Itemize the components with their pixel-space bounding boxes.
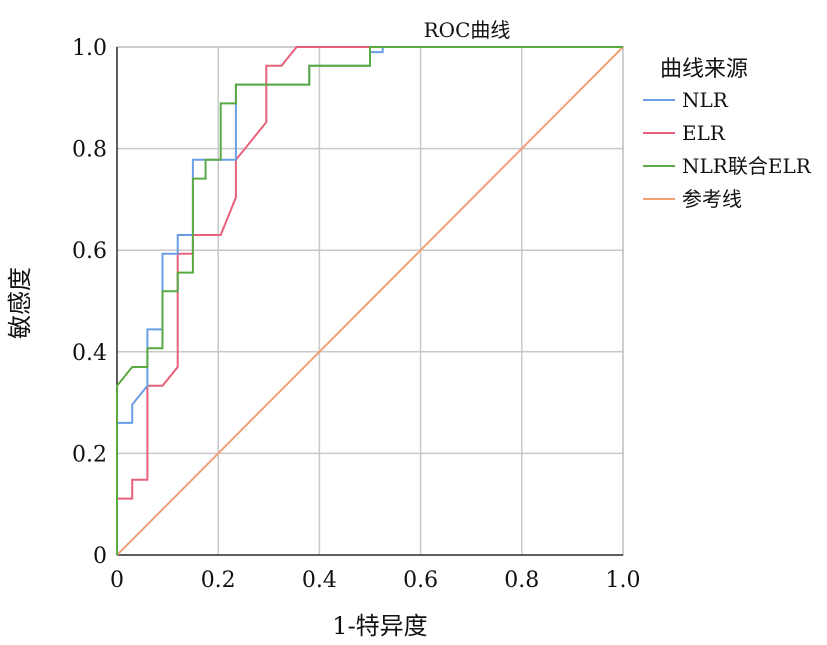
- legend: 曲线来源 NLR ELR NLR联合ELR 参考线: [643, 57, 812, 211]
- x-tick-label: 1.0: [606, 568, 641, 593]
- y-tick-label: 0.6: [72, 239, 107, 264]
- x-tick-label: 0.4: [302, 568, 337, 593]
- x-tick-label: 0.6: [403, 568, 438, 593]
- x-tick-label: 0: [110, 568, 124, 593]
- grid-lines: [117, 47, 623, 555]
- y-tick-label: 0.4: [72, 341, 107, 366]
- y-tick-label: 1.0: [72, 36, 107, 61]
- x-tick-label: 0.8: [504, 568, 539, 593]
- y-tick-label: 0: [93, 544, 107, 569]
- x-tick-labels: 0 0.2 0.4 0.6 0.8 1.0: [110, 568, 641, 593]
- legend-title: 曲线来源: [660, 57, 748, 82]
- legend-label: ELR: [682, 121, 726, 145]
- legend-label: NLR: [682, 88, 729, 112]
- y-tick-labels: 0 0.2 0.4 0.6 0.8 1.0: [72, 36, 107, 569]
- series-lines: [116, 46, 624, 556]
- legend-items: NLR ELR NLR联合ELR 参考线: [643, 88, 812, 211]
- x-axis-title: 1-特异度: [332, 612, 427, 640]
- y-tick-label: 0.8: [72, 138, 107, 163]
- y-tick-label: 0.2: [72, 442, 107, 467]
- chart-title: ROC曲线: [424, 18, 511, 42]
- series-line-3: [116, 46, 624, 556]
- y-axis-title: 敏感度: [6, 267, 34, 339]
- series-line-2: [116, 46, 623, 555]
- legend-label: 参考线: [682, 187, 742, 211]
- legend-label: NLR联合ELR: [682, 154, 812, 178]
- x-tick-label: 0.2: [201, 568, 236, 593]
